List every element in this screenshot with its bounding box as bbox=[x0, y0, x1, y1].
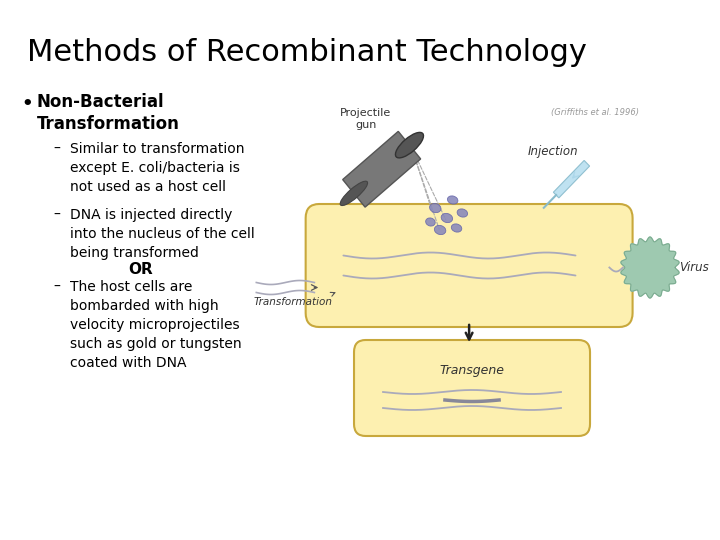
Ellipse shape bbox=[340, 181, 368, 206]
Ellipse shape bbox=[426, 218, 435, 226]
Text: Methods of Recombinant Technology: Methods of Recombinant Technology bbox=[27, 38, 587, 67]
Ellipse shape bbox=[441, 213, 453, 222]
Text: –: – bbox=[53, 280, 60, 294]
Text: The host cells are
bombarded with high
velocity microprojectiles
such as gold or: The host cells are bombarded with high v… bbox=[70, 280, 241, 370]
Ellipse shape bbox=[434, 225, 446, 234]
Ellipse shape bbox=[430, 204, 441, 213]
Polygon shape bbox=[554, 160, 590, 198]
Text: Projectile
gun: Projectile gun bbox=[340, 108, 391, 130]
Text: •: • bbox=[22, 95, 33, 113]
Text: Non-Bacterial
Transformation: Non-Bacterial Transformation bbox=[37, 93, 179, 133]
Ellipse shape bbox=[457, 209, 467, 217]
FancyBboxPatch shape bbox=[354, 340, 590, 436]
Text: Transformation: Transformation bbox=[253, 292, 335, 307]
Ellipse shape bbox=[447, 196, 458, 204]
Text: Injection: Injection bbox=[528, 145, 579, 158]
Text: –: – bbox=[53, 142, 60, 156]
Ellipse shape bbox=[451, 224, 462, 232]
Text: Similar to transformation
except E. coli/bacteria is
not used as a host cell: Similar to transformation except E. coli… bbox=[70, 142, 244, 194]
Text: –: – bbox=[53, 208, 60, 222]
Polygon shape bbox=[343, 131, 420, 207]
Polygon shape bbox=[621, 237, 679, 298]
Text: Transgene: Transgene bbox=[439, 364, 505, 377]
Text: DNA is injected directly
into the nucleus of the cell
being transformed: DNA is injected directly into the nucleu… bbox=[70, 208, 254, 260]
FancyBboxPatch shape bbox=[306, 204, 633, 327]
Text: Virus: Virus bbox=[679, 261, 708, 274]
Ellipse shape bbox=[395, 132, 423, 158]
Text: (Griffiths et al. 1996): (Griffiths et al. 1996) bbox=[552, 108, 639, 117]
Text: OR: OR bbox=[128, 262, 153, 277]
